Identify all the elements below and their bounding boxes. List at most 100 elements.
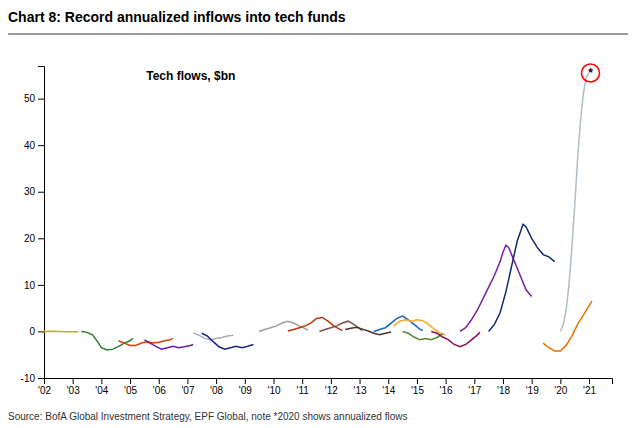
- y-tick-mark: [38, 331, 44, 332]
- y-tick-label: 20: [24, 233, 36, 244]
- x-tick-label: '05: [124, 385, 137, 396]
- title-rule: [8, 34, 628, 35]
- y-tick-label: 40: [24, 140, 36, 151]
- annotation-text: *: [588, 66, 593, 80]
- x-tick-mark: [101, 378, 102, 384]
- annotation-circle: [581, 64, 599, 82]
- x-tick-mark: [73, 378, 74, 384]
- x-tick-mark: [216, 378, 217, 384]
- source: Source: BofA Global Investment Strategy,…: [8, 411, 407, 422]
- x-tick: '19: [526, 378, 539, 396]
- subtitle: Tech flows, $bn: [146, 69, 235, 83]
- y-tick-mark: [38, 378, 44, 379]
- x-tick-label: '13: [354, 385, 367, 396]
- y-tick: 10: [24, 280, 44, 291]
- x-tick: '15: [411, 378, 424, 396]
- x-tick-label: '06: [153, 385, 166, 396]
- x-tick: '02: [38, 378, 51, 396]
- x-tick-mark: [302, 378, 303, 384]
- x-tick: '10: [267, 378, 280, 396]
- x-tick-label: '04: [95, 385, 108, 396]
- x-tick: '11: [297, 378, 310, 396]
- y-tick: 30: [24, 186, 44, 197]
- x-tick-label: '16: [440, 385, 453, 396]
- x-tick-mark: [331, 378, 332, 384]
- x-tick-mark: [130, 378, 131, 384]
- x-tick-label: '03: [67, 385, 80, 396]
- x-tick: '16: [440, 378, 453, 396]
- y-tick-label: 0: [29, 326, 35, 337]
- x-axis: '02 '03 '04 '05 '06 '07 '08 '09 '10 '11 '12 '13 '14 '…: [38, 378, 613, 396]
- x-tick-mark: [474, 378, 475, 384]
- y-tick-mark: [38, 99, 44, 100]
- series-line: [288, 317, 343, 331]
- y-tick-mark: [38, 238, 44, 239]
- x-tick-mark: [503, 378, 504, 384]
- y-tick-label: 50: [24, 93, 36, 104]
- x-tick: '05: [124, 378, 137, 396]
- series-line: [460, 245, 532, 331]
- series-line: [431, 331, 480, 346]
- series-line: [259, 321, 308, 331]
- x-tick: '13: [354, 378, 367, 396]
- x-tick: '06: [153, 378, 166, 396]
- x-tick-mark: [417, 378, 418, 384]
- series-line: [202, 333, 254, 349]
- x-tick-label: '14: [382, 385, 395, 396]
- x-tick-mark: [388, 378, 389, 384]
- series-line: [374, 316, 423, 331]
- x-tick-label: '15: [411, 385, 424, 396]
- x-tick: '14: [382, 378, 395, 396]
- y-tick: -10: [21, 373, 44, 384]
- x-tick-label: '17: [468, 385, 481, 396]
- x-tick: '04: [95, 378, 108, 396]
- y-tick: 40: [24, 140, 44, 151]
- x-tick-mark: [159, 378, 160, 384]
- x-tick-label: '07: [181, 385, 194, 396]
- x-tick-label: '12: [325, 385, 338, 396]
- x-tick-mark: [589, 378, 590, 384]
- x-tick: '21: [583, 378, 596, 396]
- series-line: [560, 73, 589, 331]
- x-tick-mark: [532, 378, 533, 384]
- plot: '02 '03 '04 '05 '06 '07 '08 '09 '10 '11 '12 '13 '14 '…: [21, 64, 613, 396]
- x-tick-label: '09: [239, 385, 252, 396]
- series-line: [44, 330, 78, 332]
- x-tick: '12: [325, 378, 338, 396]
- y-tick-label: -10: [21, 373, 36, 384]
- x-tick-label: '18: [497, 385, 510, 396]
- y-tick: 20: [24, 233, 44, 244]
- y-tick: 50: [24, 93, 44, 104]
- x-tick: '07: [181, 378, 194, 396]
- series-line: [144, 340, 193, 349]
- title: Chart 8: Record annualized inflows into …: [8, 9, 346, 25]
- series-line: [119, 338, 174, 345]
- series-line: [489, 224, 555, 331]
- lines: [44, 73, 592, 351]
- chart: Chart 8: Record annualized inflows into …: [0, 0, 636, 428]
- series-line: [193, 333, 233, 340]
- x-tick-label: '11: [297, 385, 310, 396]
- x-axis-line: [45, 379, 613, 385]
- x-tick-label: '02: [38, 385, 51, 396]
- x-tick-label: '19: [526, 385, 539, 396]
- series-line: [319, 321, 362, 331]
- x-tick-mark: [245, 378, 246, 384]
- x-tick-mark: [273, 378, 274, 384]
- x-tick: '08: [210, 378, 223, 396]
- x-tick-mark: [360, 378, 361, 384]
- annotations: *: [581, 64, 599, 82]
- x-tick: '09: [239, 378, 252, 396]
- x-tick-mark: [446, 378, 447, 384]
- x-tick-label: '20: [554, 385, 567, 396]
- y-axis-line: [38, 67, 45, 379]
- series-line: [81, 331, 133, 350]
- x-tick: '03: [67, 378, 80, 396]
- series-line: [543, 301, 592, 351]
- y-tick: 0: [29, 326, 44, 337]
- y-axis: -10 0 10 20 30 40 50: [21, 67, 45, 384]
- y-tick-label: 10: [24, 280, 36, 291]
- series-line: [394, 320, 446, 335]
- x-tick: '18: [497, 378, 510, 396]
- x-tick-mark: [560, 378, 561, 384]
